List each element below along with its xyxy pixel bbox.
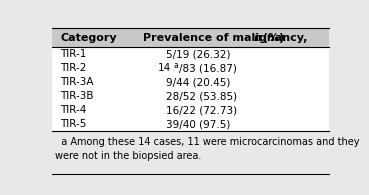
Text: 39/40 (97.5): 39/40 (97.5) — [166, 119, 231, 129]
Text: TIR-3A: TIR-3A — [61, 77, 94, 87]
Text: TIR-4: TIR-4 — [61, 105, 87, 115]
Text: 9/44 (20.45): 9/44 (20.45) — [166, 77, 231, 87]
FancyBboxPatch shape — [52, 47, 329, 131]
Text: Category: Category — [61, 33, 117, 43]
Text: TIR-5: TIR-5 — [61, 119, 87, 129]
Text: a Among these 14 cases, 11 were microcarcinomas and they: a Among these 14 cases, 11 were microcar… — [55, 137, 359, 147]
Text: 16/22 (72.73): 16/22 (72.73) — [166, 105, 237, 115]
Text: 14: 14 — [158, 63, 171, 73]
Text: were not in the biopsied area.: were not in the biopsied area. — [55, 151, 201, 161]
Text: 5/19 (26.32): 5/19 (26.32) — [166, 49, 231, 59]
Text: (%): (%) — [259, 33, 284, 43]
Text: 28/52 (53.85): 28/52 (53.85) — [166, 91, 237, 101]
Text: /83 (16.87): /83 (16.87) — [179, 63, 237, 73]
Text: Prevalence of malignancy,: Prevalence of malignancy, — [143, 33, 311, 43]
Text: TIR-1: TIR-1 — [61, 49, 87, 59]
Text: TIR-3B: TIR-3B — [61, 91, 94, 101]
FancyBboxPatch shape — [52, 28, 329, 47]
Text: n: n — [254, 33, 261, 43]
Text: TIR-2: TIR-2 — [61, 63, 87, 73]
Text: a: a — [173, 61, 178, 70]
